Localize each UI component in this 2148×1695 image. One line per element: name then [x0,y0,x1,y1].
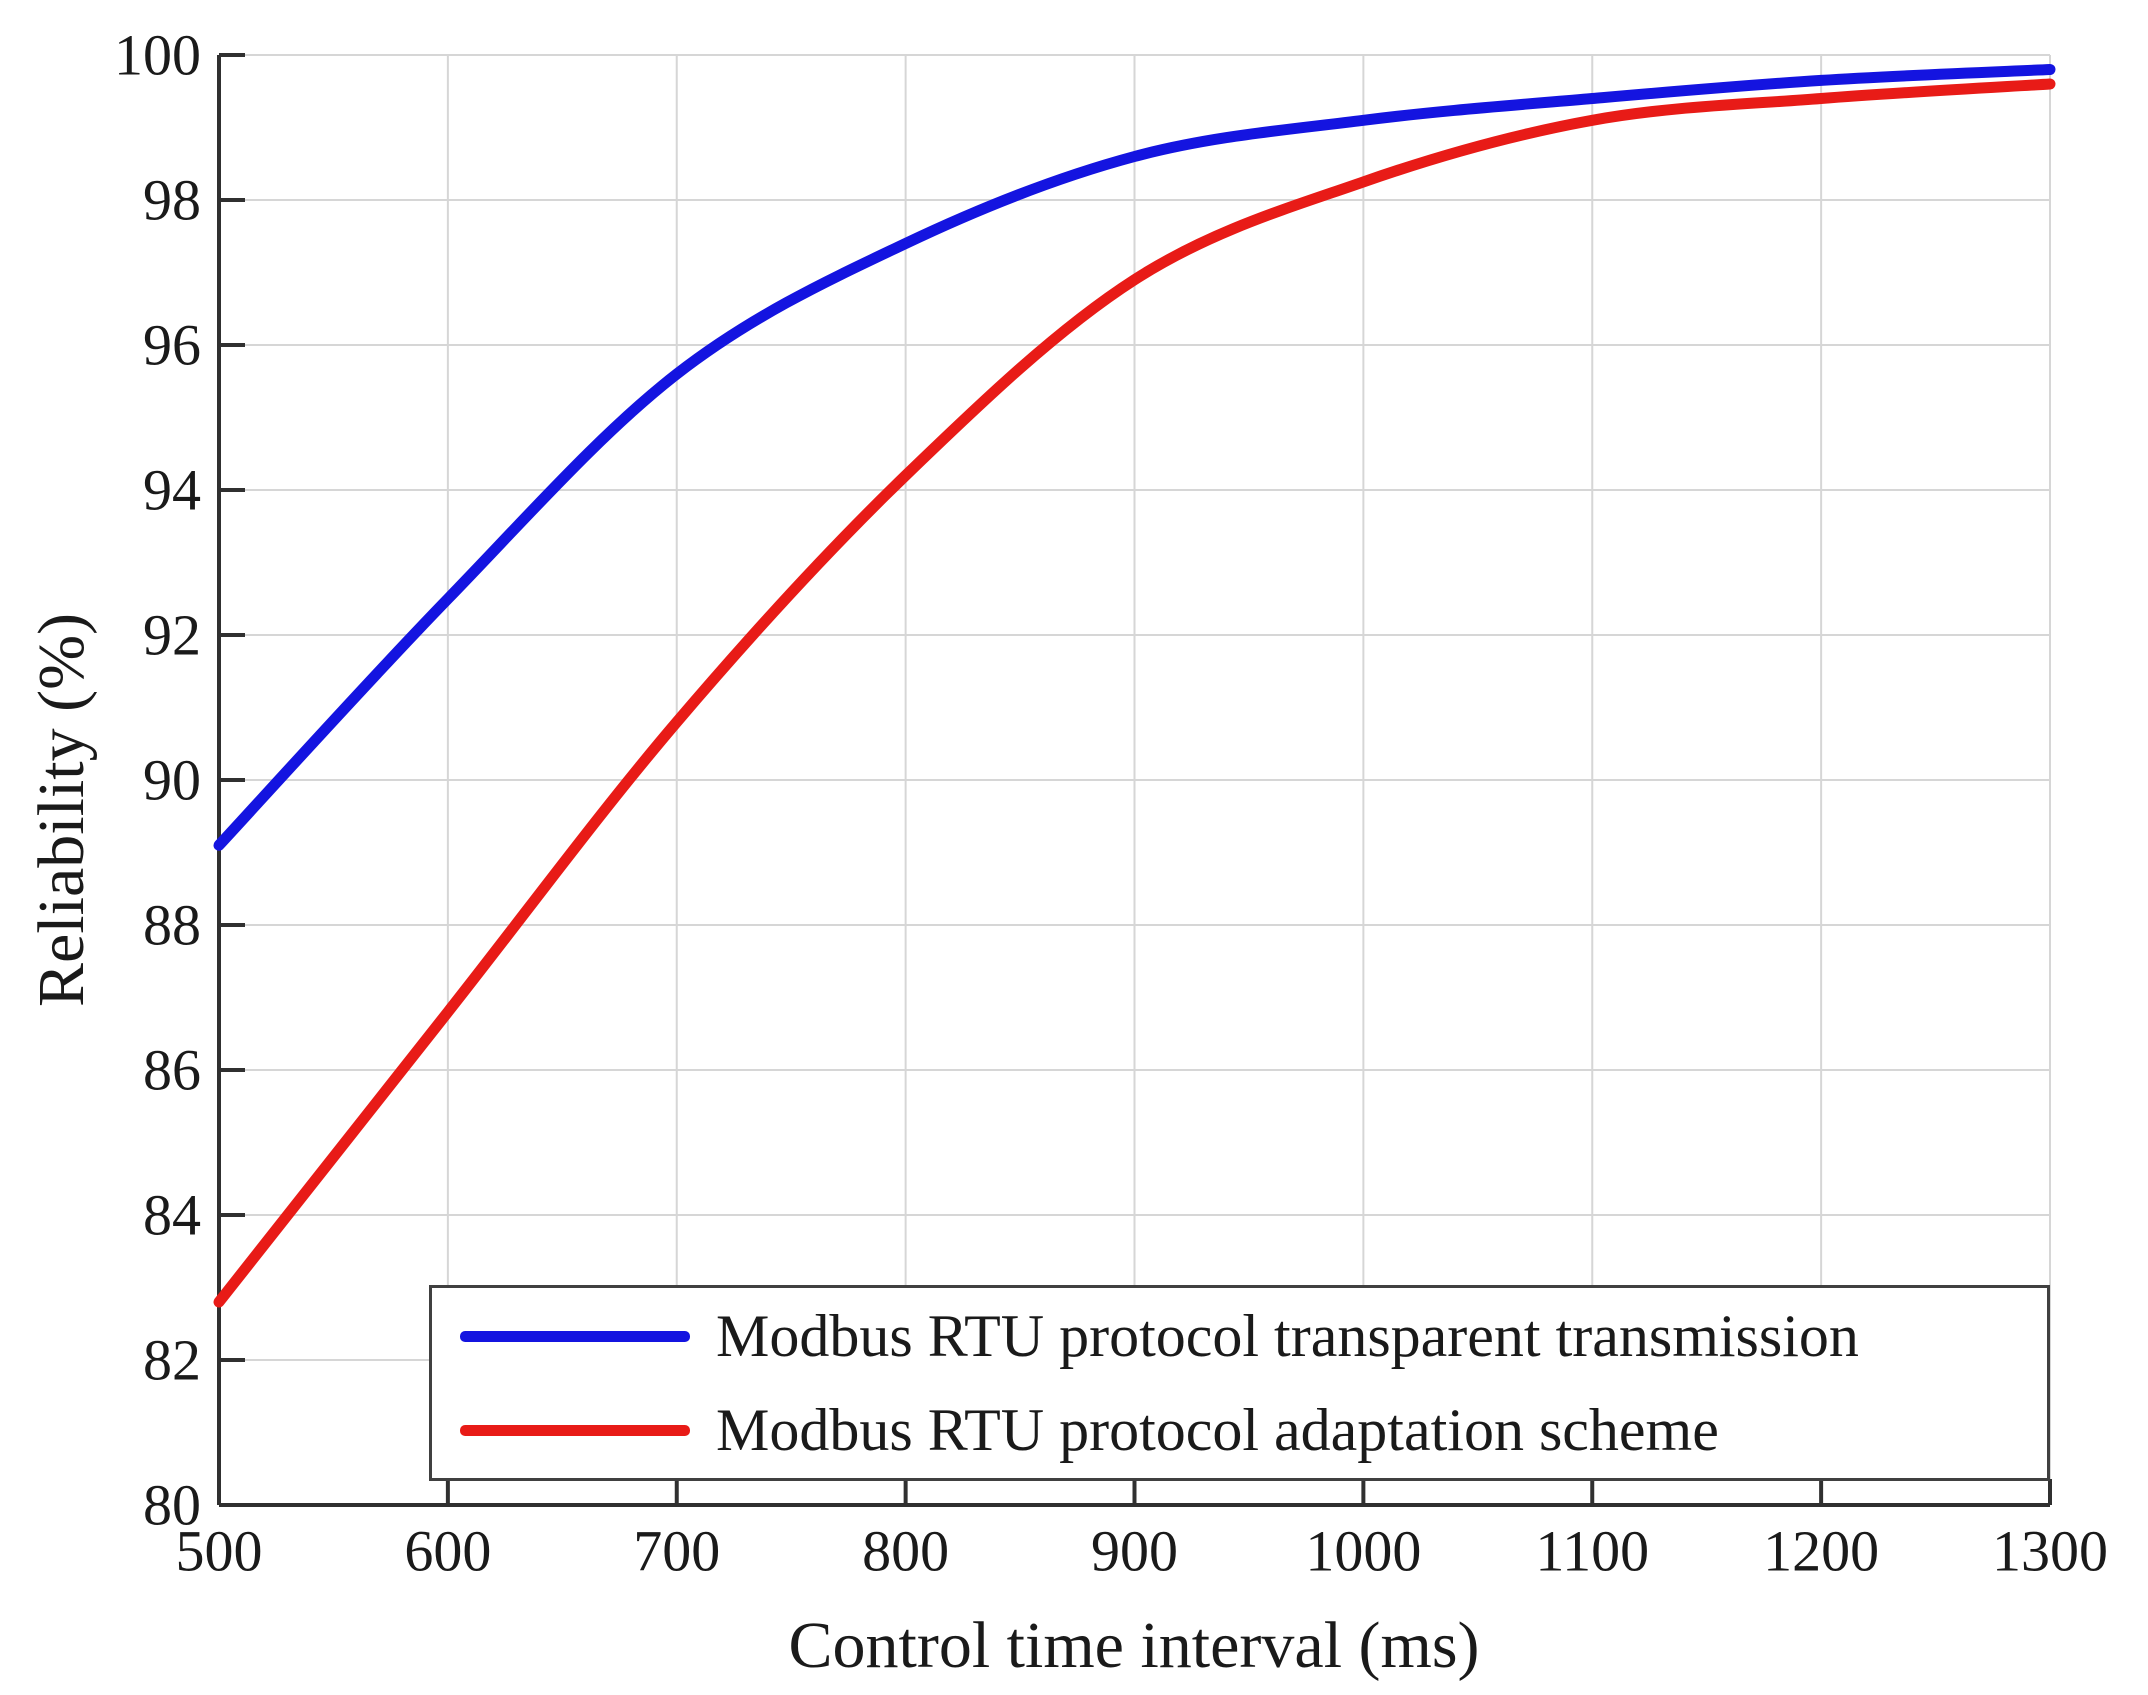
y-tick-label: 82 [143,1328,201,1393]
y-tick-label: 80 [143,1473,201,1538]
y-tick-label: 90 [143,748,201,813]
legend-entry: Modbus RTU protocol transparent transmis… [432,1302,2047,1369]
legend-line-sample-blue [460,1330,690,1342]
x-tick-label: 700 [633,1519,720,1584]
x-tick-label: 800 [862,1519,949,1584]
tick-labels: 80 82 84 86 88 90 92 94 96 98 100 500 600 700 800 900 10… [114,23,2108,1584]
legend-entry: Modbus RTU protocol adaptation scheme [432,1396,2047,1463]
legend-box: Modbus RTU protocol transparent transmis… [429,1285,2050,1481]
x-tick-label: 1200 [1763,1519,1879,1584]
y-tick-label: 94 [143,458,201,523]
y-tick-label: 88 [143,893,201,958]
x-tick-label: 900 [1091,1519,1178,1584]
y-tick-label: 100 [114,23,201,88]
y-axis-label: Reliability (%) [25,612,98,1008]
series-line-1 [213,78,2056,1308]
y-tick-label: 98 [143,168,201,233]
x-tick-label: 1100 [1535,1519,1649,1584]
y-tick-label: 96 [143,313,201,378]
axis-ticks [217,53,2052,1507]
x-tick-label: 500 [176,1519,263,1584]
y-tick-label: 84 [143,1183,201,1248]
x-tick-label: 1000 [1305,1519,1421,1584]
y-tick-label: 92 [143,603,201,668]
x-tick-label: 600 [404,1519,491,1584]
y-tick-label: 86 [143,1038,201,1103]
legend-label: Modbus RTU protocol transparent transmis… [716,1302,1859,1369]
series-line-0 [213,64,2056,851]
legend-line-sample-red [460,1424,690,1436]
x-tick-label: 1300 [1992,1519,2108,1584]
x-axis-label: Control time interval (ms) [788,1609,1480,1682]
gridlines [219,54,2051,1505]
legend-label: Modbus RTU protocol adaptation scheme [716,1396,1719,1463]
